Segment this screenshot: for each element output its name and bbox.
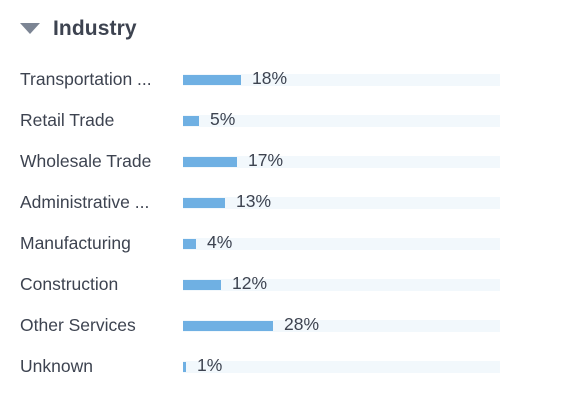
bar-fill (183, 116, 199, 126)
industry-row: Construction 12% (0, 267, 573, 308)
industry-row: Wholesale Trade 17% (0, 144, 573, 185)
bar-fill (183, 75, 241, 85)
percent-label: 5% (210, 109, 236, 129)
bar-fill (183, 362, 186, 372)
bar-fill (183, 321, 273, 331)
bar-fill (183, 157, 237, 167)
percent-label: 18% (252, 68, 288, 88)
industry-label: Transportation ... (20, 69, 152, 89)
percent-label: 1% (197, 355, 223, 375)
industry-row: Other Services 28% (0, 308, 573, 349)
bar-fill (183, 280, 221, 290)
industry-list: Transportation ... 18% Retail Trade 5% W… (0, 62, 573, 390)
bar-track (183, 238, 500, 250)
bar-track (183, 320, 500, 332)
industry-label: Retail Trade (20, 110, 115, 130)
industry-label: Administrative ... (20, 192, 150, 212)
percent-label: 12% (232, 273, 268, 293)
bar-track (183, 279, 500, 291)
bar-fill (183, 198, 225, 208)
industry-row: Unknown 1% (0, 349, 573, 390)
bar-track (183, 115, 500, 127)
bar-track (183, 197, 500, 209)
industry-row: Retail Trade 5% (0, 103, 573, 144)
industry-section-header[interactable]: Industry (20, 14, 137, 44)
bar-track (183, 156, 500, 168)
industry-row: Manufacturing 4% (0, 226, 573, 267)
percent-label: 4% (207, 232, 233, 252)
industry-row: Administrative ... 13% (0, 185, 573, 226)
industry-label: Manufacturing (20, 233, 131, 253)
industry-label: Construction (20, 274, 119, 294)
industry-label: Wholesale Trade (20, 151, 152, 171)
percent-label: 13% (236, 191, 272, 211)
percent-label: 17% (248, 150, 284, 170)
section-title: Industry (53, 17, 137, 40)
percent-label: 28% (284, 314, 320, 334)
industry-label: Unknown (20, 356, 93, 376)
bar-track (183, 74, 500, 86)
bar-fill (183, 239, 196, 249)
caret-down-icon[interactable] (20, 22, 40, 34)
industry-row: Transportation ... 18% (0, 62, 573, 103)
bar-track (183, 361, 500, 373)
industry-label: Other Services (20, 315, 136, 335)
